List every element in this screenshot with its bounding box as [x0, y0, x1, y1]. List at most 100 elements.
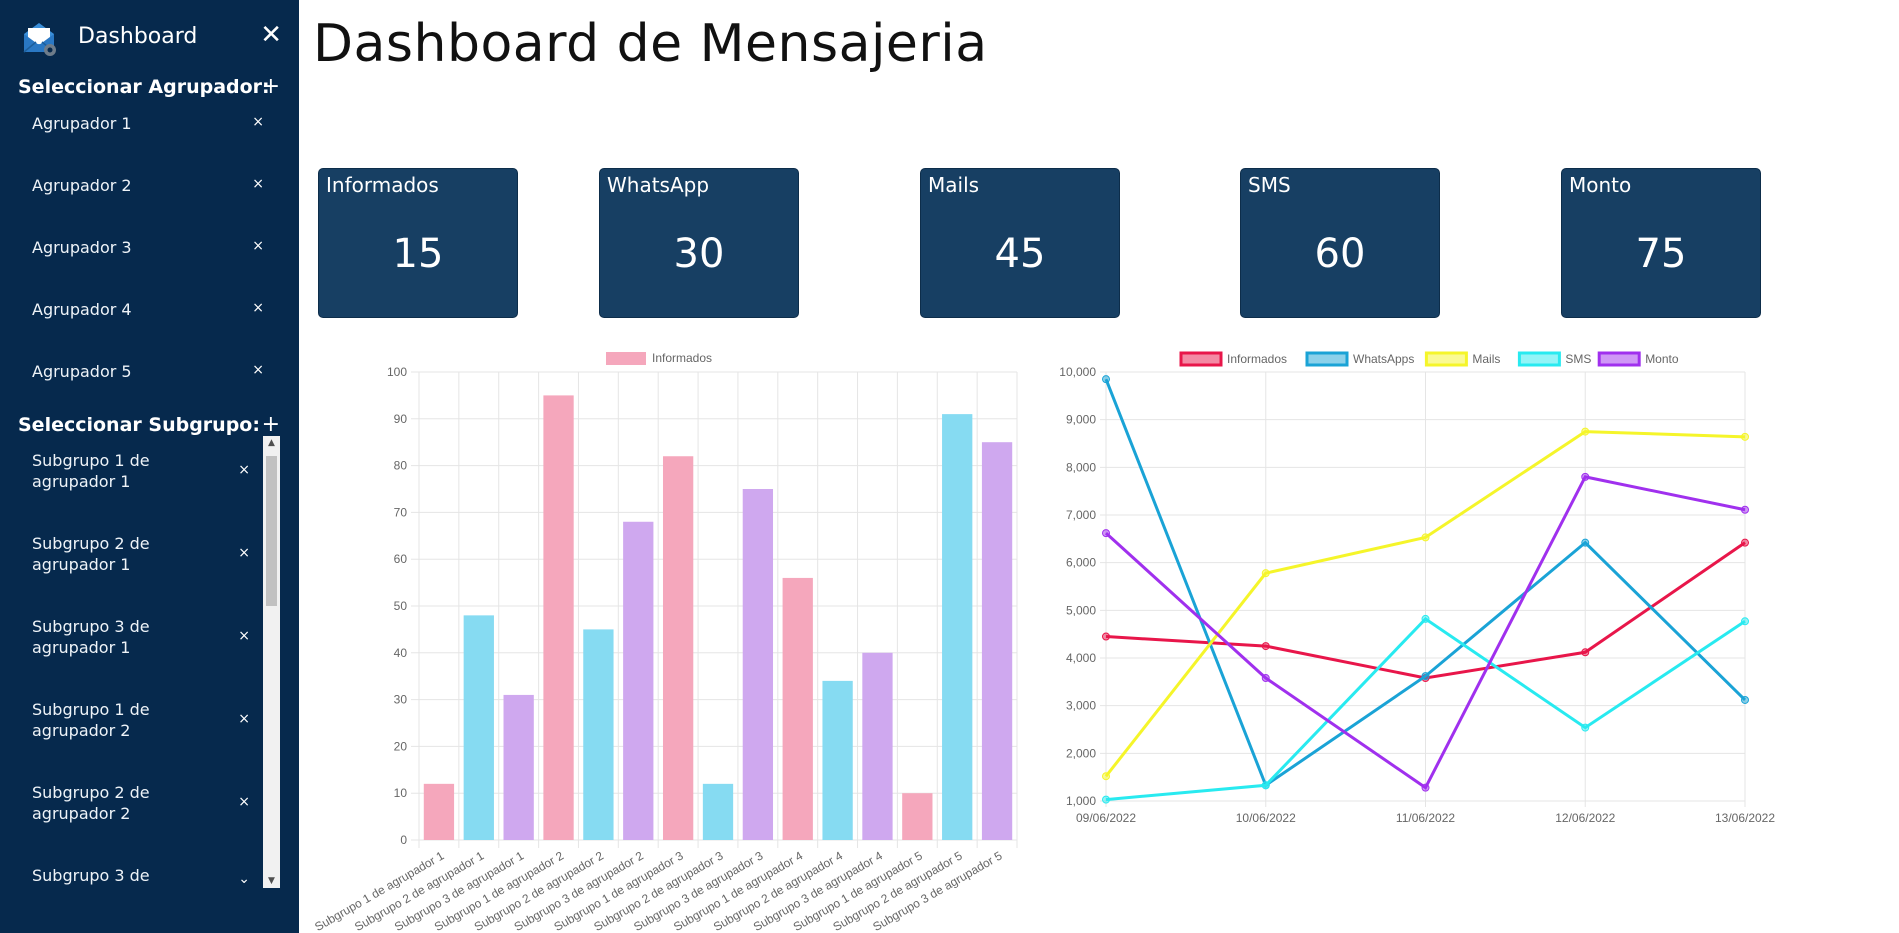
y-tick-label: 100: [387, 365, 407, 379]
subgrupo-scrollbar[interactable]: ▲ ▼: [263, 436, 280, 888]
legend-swatch: [1517, 351, 1561, 367]
y-tick-label: 7,000: [1066, 508, 1096, 522]
sidebar-header: Dashboard ✕: [20, 18, 282, 58]
bar: [862, 652, 893, 840]
y-tick-label: 10,000: [1059, 365, 1096, 379]
close-icon[interactable]: ✕: [260, 20, 282, 50]
data-point: [1741, 505, 1749, 514]
agrupador-item[interactable]: Agrupador 1 ×: [32, 114, 264, 144]
legend-swatch: [1179, 351, 1223, 367]
stat-card-informados: Informados 15: [318, 168, 518, 318]
card-value: 15: [392, 231, 444, 277]
scroll-up-icon[interactable]: ▲: [268, 438, 275, 448]
sidebar: Dashboard ✕ Seleccionar Agrupador: + Agr…: [0, 0, 299, 933]
bar: [942, 414, 973, 840]
y-tick-label: 80: [394, 459, 408, 473]
legend-label: Informados: [1227, 352, 1287, 366]
y-tick-label: 9,000: [1066, 413, 1096, 427]
main-content: Dashboard de Mensajeria Informados 15 Wh…: [299, 0, 1899, 933]
subgrupo-list[interactable]: Subgrupo 1 de agrupador 1 × Subgrupo 2 d…: [0, 436, 280, 888]
agrupador-item-label: Agrupador 4: [32, 300, 132, 319]
card-label: WhatsApp: [607, 173, 710, 197]
legend-swatch: [1305, 351, 1349, 367]
data-point: [1741, 432, 1749, 441]
data-point: [1102, 529, 1110, 538]
bar: [423, 783, 455, 840]
x-tick-label: 09/06/2022: [1076, 811, 1136, 825]
scrollbar-thumb[interactable]: [266, 456, 277, 606]
subgrupo-item[interactable]: Subgrupo 1 de agrupador 2 ×: [32, 699, 250, 741]
agrupador-item[interactable]: Agrupador 3 ×: [32, 238, 264, 268]
remove-subgrupo-button[interactable]: ×: [238, 462, 250, 478]
remove-subgrupo-button[interactable]: ×: [238, 711, 250, 727]
subgrupo-item[interactable]: Subgrupo 1 de agrupador 1 ×: [32, 450, 250, 492]
remove-subgrupo-button[interactable]: ×: [238, 794, 250, 810]
data-point: [1421, 783, 1430, 792]
envelope-gear-icon: [23, 23, 56, 56]
y-tick-label: 40: [394, 646, 408, 660]
card-label: SMS: [1248, 173, 1291, 197]
legend-label: SMS: [1565, 352, 1591, 366]
agrupador-item[interactable]: Agrupador 4 ×: [32, 300, 264, 330]
card-label: Informados: [326, 173, 439, 197]
legend-label: Monto: [1645, 352, 1679, 366]
remove-agrupador-button[interactable]: ×: [252, 300, 264, 316]
subgrupo-item[interactable]: Subgrupo 2 de agrupador 2 ×: [32, 782, 250, 824]
agrupador-item[interactable]: Agrupador 2 ×: [32, 176, 264, 206]
remove-agrupador-button[interactable]: ×: [252, 114, 264, 130]
card-value: 60: [1314, 231, 1366, 277]
chevron-down-icon[interactable]: ⌄: [238, 871, 250, 887]
data-point: [1261, 781, 1270, 790]
subgrupo-item-line1: Subgrupo 2 de: [32, 783, 150, 802]
y-tick-label: 90: [394, 412, 408, 426]
legend-label: WhatsApps: [1353, 352, 1414, 366]
stat-card-monto: Monto 75: [1561, 168, 1761, 318]
y-tick-label: 0: [400, 833, 407, 847]
data-point: [1581, 472, 1590, 481]
data-point: [1102, 375, 1110, 384]
subgrupo-item-line1: Subgrupo 1 de: [32, 451, 150, 470]
stat-card-sms: SMS 60: [1240, 168, 1440, 318]
legend-label: Mails: [1472, 352, 1500, 366]
y-tick-label: 70: [394, 505, 408, 519]
legend-swatch: [1597, 351, 1641, 367]
data-point: [1261, 642, 1270, 651]
add-subgrupo-button[interactable]: +: [261, 412, 280, 437]
remove-subgrupo-button[interactable]: ×: [238, 628, 250, 644]
y-tick-label: 30: [394, 693, 408, 707]
y-tick-label: 5,000: [1066, 603, 1096, 617]
scroll-down-icon[interactable]: ▼: [268, 876, 275, 886]
agrupador-heading-label: Seleccionar Agrupador:: [18, 76, 270, 98]
remove-agrupador-button[interactable]: ×: [252, 362, 264, 378]
bar: [782, 577, 813, 840]
data-point: [1741, 538, 1749, 547]
y-tick-label: 1,000: [1066, 794, 1096, 808]
subgrupo-item[interactable]: Subgrupo 3 de agrupador 1 ×: [32, 616, 250, 658]
data-point: [1421, 614, 1430, 623]
subgrupo-item[interactable]: Subgrupo 2 de agrupador 1 ×: [32, 533, 250, 575]
x-tick-label: 13/06/2022: [1715, 811, 1775, 825]
remove-agrupador-button[interactable]: ×: [252, 238, 264, 254]
add-agrupador-button[interactable]: +: [261, 74, 280, 99]
remove-agrupador-button[interactable]: ×: [252, 176, 264, 192]
y-tick-label: 2,000: [1066, 746, 1096, 760]
data-point: [1102, 772, 1110, 781]
card-value: 30: [673, 231, 725, 277]
agrupador-item-label: Agrupador 2: [32, 176, 132, 195]
bar: [981, 442, 1013, 840]
subgrupo-item[interactable]: Subgrupo 3 de ⌄: [32, 865, 250, 887]
line-chart: Informados WhatsApps Mails SMS Monto 1,000 2,0…: [1059, 351, 1775, 825]
legend-swatch: [1424, 351, 1468, 367]
data-point: [1421, 672, 1430, 681]
subgrupo-item-line1: Subgrupo 1 de: [32, 700, 150, 719]
bar: [662, 456, 694, 840]
card-value: 75: [1635, 231, 1687, 277]
data-point: [1741, 617, 1749, 626]
agrupador-item-label: Agrupador 3: [32, 238, 132, 257]
agrupador-item[interactable]: Agrupador 5 ×: [32, 362, 264, 392]
subgrupo-item-line2: agrupador 1: [32, 638, 131, 657]
data-point: [1581, 427, 1590, 436]
remove-subgrupo-button[interactable]: ×: [238, 545, 250, 561]
y-tick-label: 3,000: [1066, 699, 1096, 713]
bar: [503, 694, 534, 840]
